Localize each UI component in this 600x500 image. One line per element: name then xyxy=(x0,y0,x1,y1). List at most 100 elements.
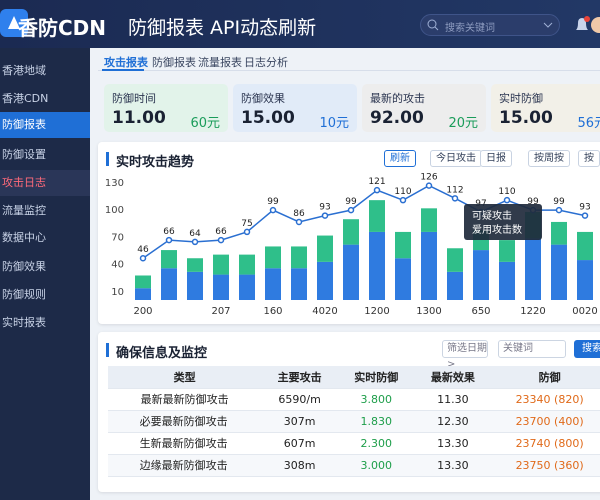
bar-segment xyxy=(369,231,385,300)
cell-text: 23750 (360) xyxy=(515,458,584,472)
bar-segment xyxy=(213,274,229,300)
sidebar-item[interactable]: 实时报表 xyxy=(2,316,46,329)
tab[interactable]: 攻击报表 xyxy=(104,56,148,69)
cell-text: 23340 (820) xyxy=(515,392,584,406)
x-tick-label: 200 xyxy=(133,306,152,317)
cell-text: 13.30 xyxy=(437,458,469,472)
tab[interactable]: 日志分析 xyxy=(244,56,288,69)
chart-button[interactable]: 按周按 xyxy=(528,150,570,167)
point-label: 86 xyxy=(293,209,305,219)
chart-button[interactable]: 今日攻击 xyxy=(430,150,482,167)
bar-segment xyxy=(395,258,411,300)
cell-text: 边缘最新防御攻击 xyxy=(139,459,228,472)
bar-segment xyxy=(551,244,567,300)
line-point xyxy=(399,196,407,204)
card-label: 防御时间 xyxy=(112,92,156,105)
card-value: 11.00 xyxy=(112,108,166,128)
y-tick-label: 130 xyxy=(105,178,124,189)
y-tick-label: 40 xyxy=(111,260,124,271)
tab[interactable]: 防御报表 xyxy=(152,56,196,69)
table-cell: 23740 (800) xyxy=(491,432,600,455)
bar-segment xyxy=(343,219,359,245)
point-label: 46 xyxy=(137,245,149,255)
search-input[interactable]: 关键词 xyxy=(498,340,566,358)
table-cell: 308m xyxy=(261,454,338,477)
y-tick-label: 10 xyxy=(111,287,124,298)
tooltip-box xyxy=(464,204,542,240)
card-sub: 56元 xyxy=(577,116,600,131)
bell-icon[interactable] xyxy=(572,14,600,36)
sidebar-item[interactable]: 香港地域 xyxy=(2,64,46,77)
line-point xyxy=(217,236,225,244)
sidebar-item[interactable]: 防御报表 xyxy=(0,112,90,138)
search-placeholder: 搜索关键词 xyxy=(445,23,495,34)
bar-segment xyxy=(499,240,515,262)
line-point xyxy=(321,212,329,219)
date-filter[interactable]: 筛选日期> xyxy=(442,340,488,370)
point-label: 66 xyxy=(163,227,175,237)
table-cell: 1.830 xyxy=(337,410,415,433)
bar-segment xyxy=(239,274,255,300)
sidebar-item[interactable]: 攻击日志 xyxy=(0,170,90,196)
cell-text: 13.30 xyxy=(437,436,469,450)
brand: 香防CDN xyxy=(18,16,107,40)
stat-card: 最新的攻击 92.00 20元 xyxy=(362,84,486,132)
tab[interactable]: 流量报表 xyxy=(198,56,242,69)
bar-segment xyxy=(525,238,541,300)
sidebar-item[interactable]: 防御设置 xyxy=(2,148,46,161)
table-cell: 11.30 xyxy=(414,388,492,411)
card-label: 最新的攻击 xyxy=(370,92,425,105)
table-cell: 3.800 xyxy=(337,388,415,411)
point-label: 66 xyxy=(215,227,227,237)
x-tick-label: 1220 xyxy=(520,306,545,317)
bar-segment xyxy=(135,288,151,300)
bar-segment xyxy=(369,200,385,232)
table: 类型 主要攻击 实时防御 最新效果 防御 最新最新防御攻击 6590/m 3.800 11.30… xyxy=(108,366,600,477)
table-cell: 23340 (820) xyxy=(491,388,600,411)
bar-segment xyxy=(187,258,203,272)
sidebar-item[interactable]: 香港CDN xyxy=(2,92,49,105)
bar-segment xyxy=(265,268,281,300)
chart-button[interactable]: 日报 xyxy=(480,150,512,167)
column-header: 实时防御 xyxy=(337,366,415,389)
bar-segment xyxy=(291,246,307,269)
point-label: 112 xyxy=(446,185,463,195)
table-cell: 23700 (400) xyxy=(491,410,600,433)
x-tick-label: 160 xyxy=(263,306,282,317)
stat-card: 防御效果 15.00 10元 xyxy=(233,84,357,132)
x-tick-label: 0020 xyxy=(572,306,597,317)
y-tick-label: 100 xyxy=(105,205,124,216)
point-label: 99 xyxy=(527,197,539,207)
table-body: 最新最新防御攻击 6590/m 3.800 11.30 23340 (820) 必要最新防… xyxy=(108,388,600,477)
card-label: 实时防御 xyxy=(499,92,543,105)
table-title: 确保信息及监控 xyxy=(116,346,208,361)
line-point xyxy=(191,238,199,246)
card-sub: 10元 xyxy=(319,116,349,131)
dropdown-icon xyxy=(543,22,553,28)
sidebar-item[interactable]: 防御规则 xyxy=(2,288,46,301)
tooltip-title: 可疑攻击 xyxy=(472,209,512,222)
sidebar-item[interactable]: 数据中心 xyxy=(2,231,46,244)
bar-segment xyxy=(317,261,333,300)
x-tick-label: 207 xyxy=(211,306,230,317)
column-header: 主要攻击 xyxy=(261,366,338,389)
cell-text: 3.800 xyxy=(360,392,392,406)
tab-divider xyxy=(98,70,600,71)
bar-segment xyxy=(239,254,255,275)
chart-button[interactable]: 按 xyxy=(578,150,600,167)
chart-button[interactable]: 刷新 xyxy=(384,150,416,167)
header: 香防CDN 防御报表 API动态刷新 搜索关键词 xyxy=(0,0,600,48)
bar-segment xyxy=(343,244,359,300)
bar-segment xyxy=(577,260,593,300)
point-label: 75 xyxy=(241,219,252,229)
sidebar-item[interactable]: 防御效果 xyxy=(2,260,46,273)
cell-text: 1.830 xyxy=(360,414,392,428)
header-row: 类型 主要攻击 实时防御 最新效果 防御 xyxy=(108,366,600,389)
cell-text: 2.300 xyxy=(360,436,392,450)
sidebar-item[interactable]: 流量监控 xyxy=(2,204,46,217)
search-button[interactable]: 搜索 xyxy=(574,340,600,358)
stat-card: 实时防御 15.00 56元 xyxy=(491,84,600,132)
line-point xyxy=(503,196,511,204)
search-box[interactable]: 搜索关键词 xyxy=(420,14,560,36)
